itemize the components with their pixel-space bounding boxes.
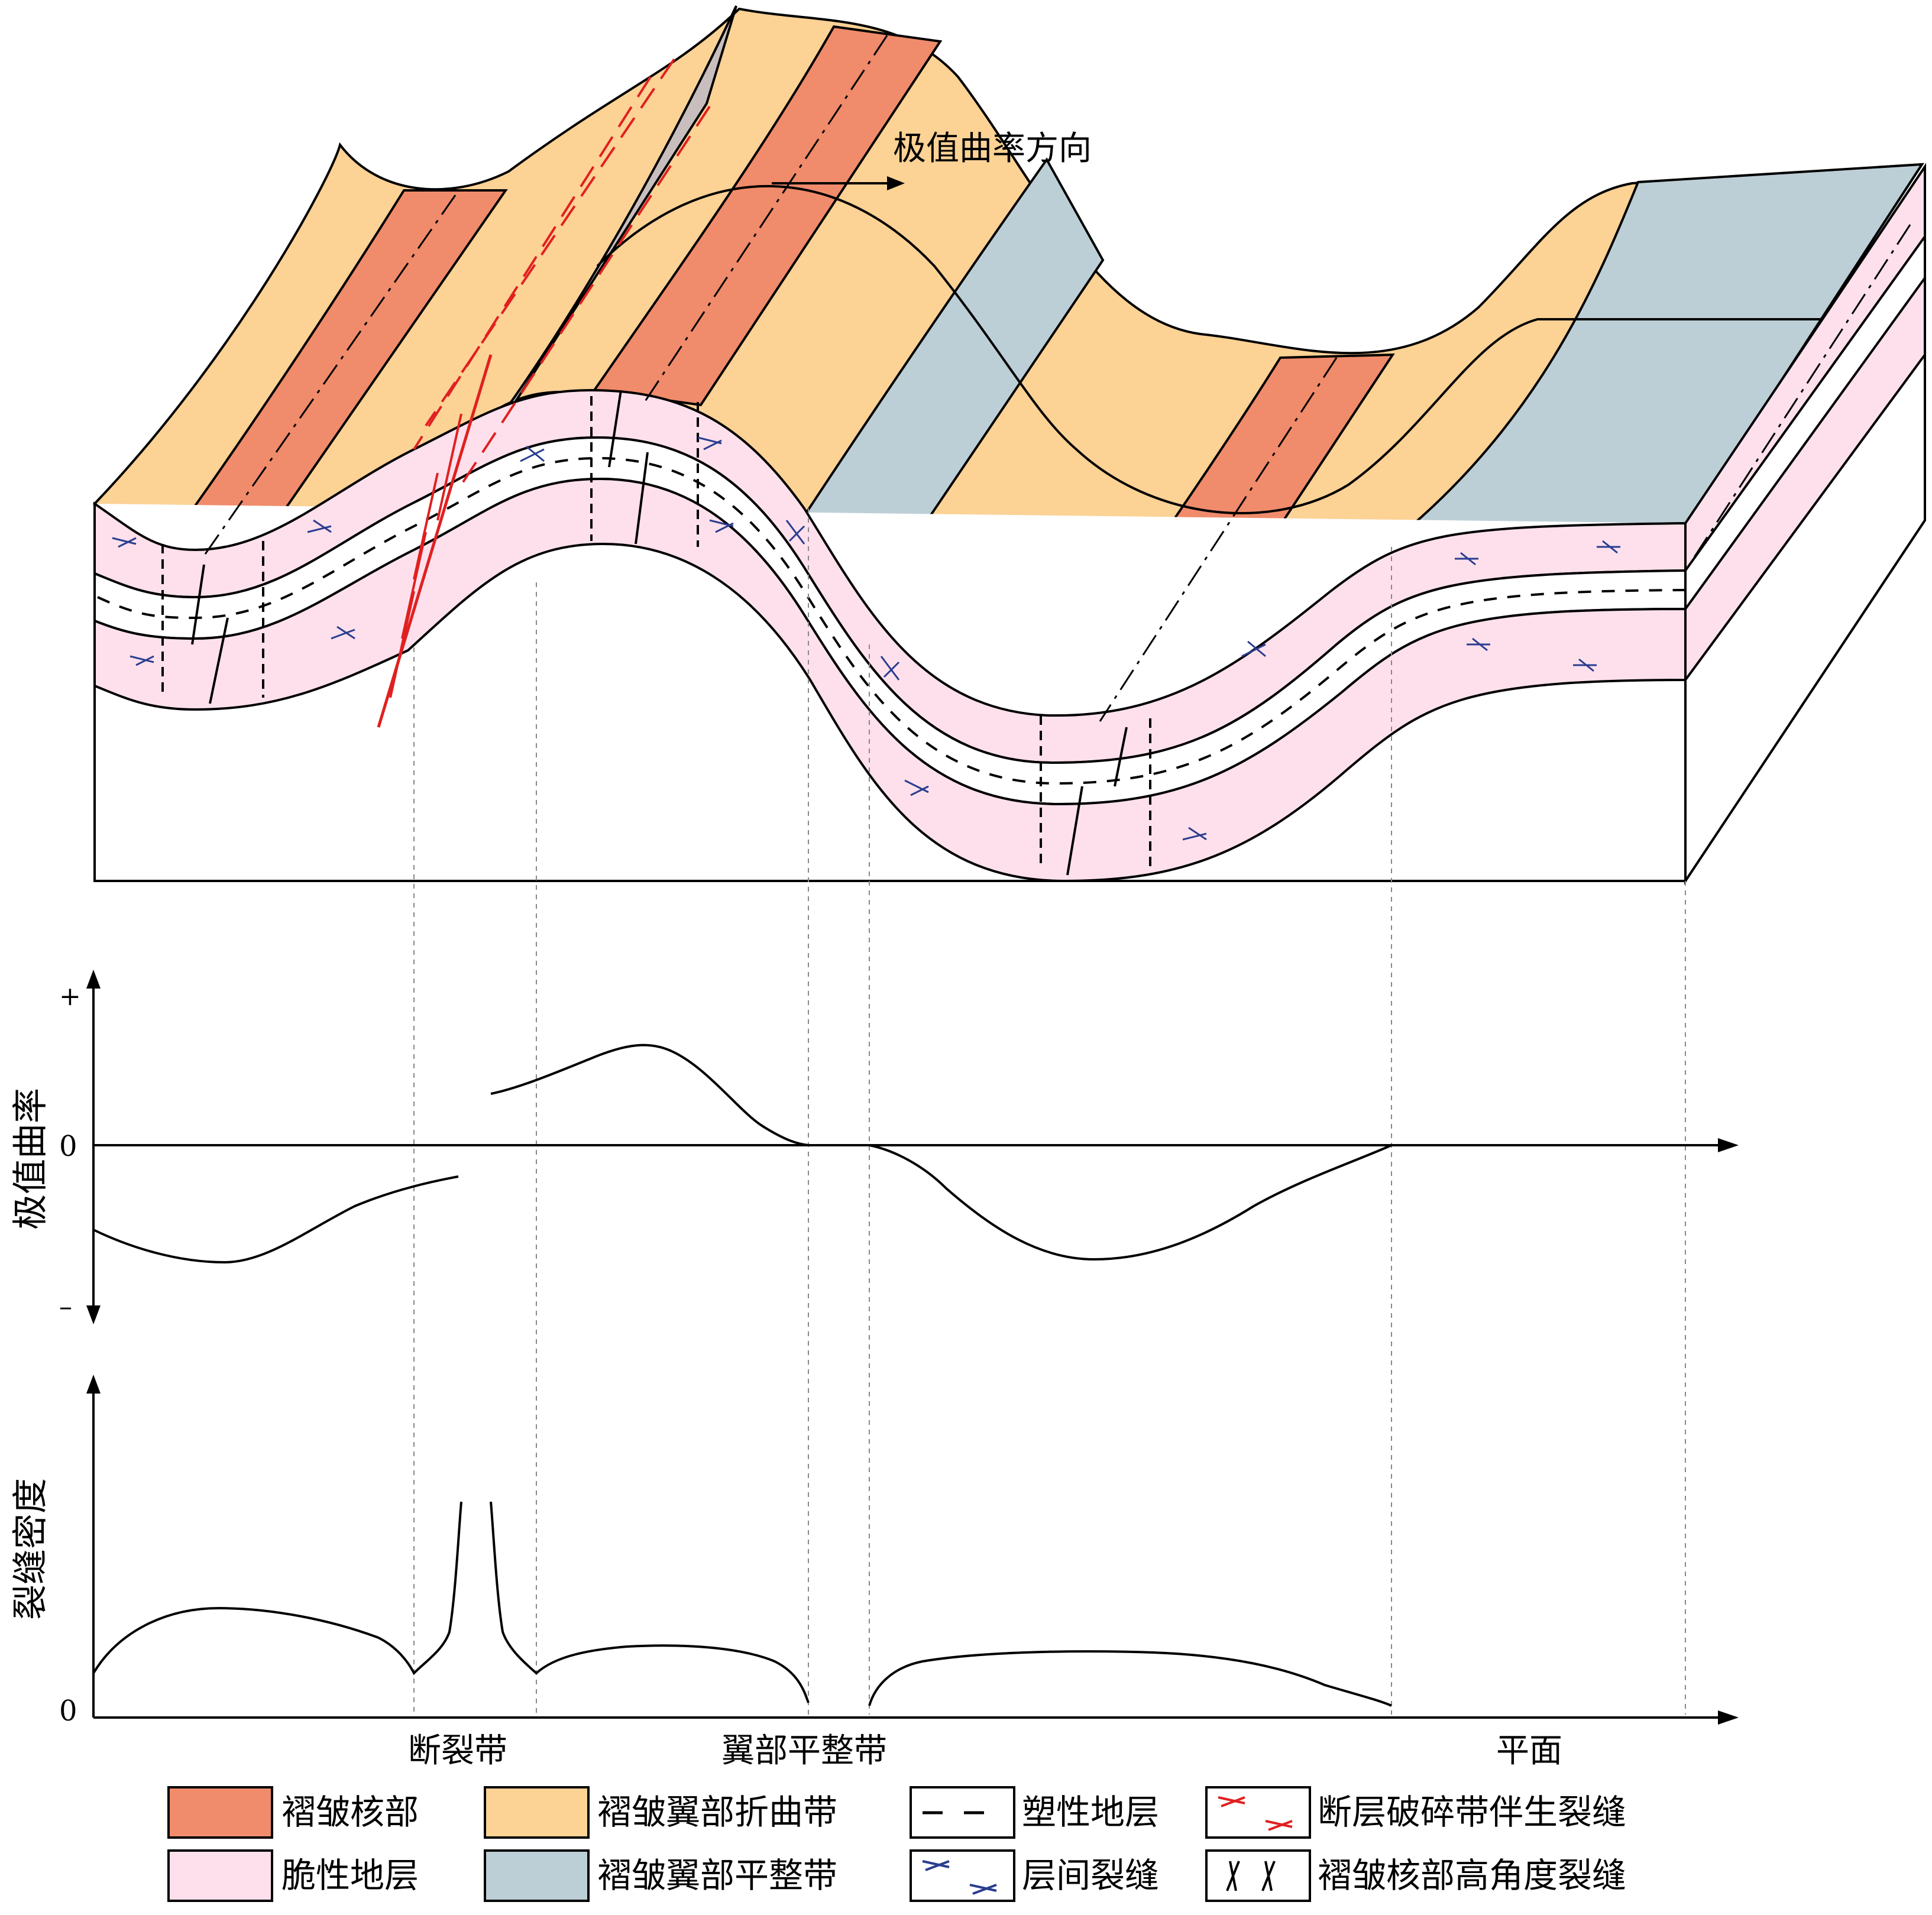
- legend-swatch-blue-frac: [910, 1849, 1015, 1902]
- blue-frac-1: [112, 537, 137, 548]
- blue-frac-10: [130, 655, 154, 666]
- curvature-curve-positive: [490, 1044, 809, 1146]
- density-plot: 0 裂缝密度: [10, 1375, 1739, 1728]
- interlayer-fractures: [112, 436, 1620, 841]
- legend-label-core: 褶皱核部: [281, 1792, 419, 1832]
- blue-frac-3: [520, 445, 545, 462]
- blue-frac-12: [709, 519, 734, 533]
- fold-axis-line-2: [643, 35, 888, 403]
- legend-label-high-angle: 褶皱核部高角度裂缝: [1318, 1855, 1626, 1895]
- right-face-lower-white: [1684, 351, 1926, 885]
- red-fracture-short-2: [413, 472, 439, 580]
- curvature-plus: +: [59, 981, 81, 1012]
- blue-frac-14: [1182, 827, 1207, 841]
- blue-frac-11: [331, 626, 355, 640]
- fold-axis-line-3: [1099, 357, 1338, 722]
- curvature-y-arrow-down: [86, 1305, 101, 1324]
- legend-swatch-red-frac: [1205, 1786, 1311, 1839]
- fault-plane: [457, 5, 737, 492]
- fold-axis-line-1: [203, 195, 457, 556]
- core-fracture-2: [209, 617, 229, 704]
- flank-flat-strip-1: [805, 157, 1105, 617]
- density-zero: 0: [59, 1694, 77, 1728]
- blue-frac-2: [307, 519, 332, 533]
- legend-label-brittle: 脆性地层: [281, 1855, 419, 1895]
- legend-swatch-high-angle: [1205, 1849, 1311, 1902]
- core-fracture-3: [608, 390, 622, 468]
- curvature-y-arrow-up: [86, 970, 101, 989]
- curvature-curve-negative: [869, 1144, 1392, 1261]
- red-fracture-short-1: [436, 413, 462, 521]
- core-fracture-5: [1114, 727, 1128, 787]
- density-curve-2: [490, 1501, 810, 1703]
- curvature-direction-curve: [596, 184, 1821, 514]
- zone-label-fault: 断裂带: [408, 1732, 507, 1770]
- core-high-angle-fractures: [161, 390, 1151, 876]
- legend-label-flank-flat: 褶皱翼部平整带: [597, 1855, 837, 1895]
- fold-block-diagram: 极值曲率方向: [92, 5, 1926, 885]
- legend-swatch-flank-flat: [484, 1849, 590, 1902]
- blue-frac-5: [785, 520, 805, 545]
- front-brittle-layer-lower: [93, 477, 1687, 883]
- core-fracture-4: [635, 452, 649, 545]
- curvature-direction-label: 极值曲率方向: [893, 129, 1092, 168]
- density-curve-1: [92, 1501, 462, 1676]
- red-fracture-dash-2: [413, 76, 652, 451]
- core-fracture-1: [191, 564, 205, 645]
- fold-axis-lines: [203, 35, 1911, 722]
- red-fracture-dash-3: [460, 105, 711, 486]
- density-curve-3: [868, 1650, 1392, 1707]
- legend-red-frac-icon: [1218, 1796, 1293, 1831]
- curvature-curve-left: [93, 1175, 459, 1264]
- curvature-plot: + 0 – 极值曲率: [10, 970, 1739, 1324]
- blue-frac-9: [1597, 540, 1620, 554]
- blue-frac-15: [1467, 637, 1490, 652]
- legend-label-red-frac: 断层破碎带伴生裂缝: [1318, 1792, 1626, 1832]
- curvature-x-arrow: [1718, 1138, 1739, 1152]
- blue-frac-7: [1241, 640, 1266, 657]
- legend-label-plastic: 塑性地层: [1022, 1792, 1159, 1832]
- legend: 褶皱核部 褶皱翼部折曲带 塑性地层 断层破碎带伴生裂缝 脆性地层 褶皱翼部平整带…: [167, 1786, 1626, 1902]
- curvature-zero: 0: [59, 1130, 77, 1163]
- red-fracture-short-4: [389, 591, 415, 698]
- legend-blue-frac-icon: [922, 1860, 997, 1895]
- blue-frac-13: [904, 779, 929, 796]
- density-y-arrow: [86, 1375, 101, 1394]
- core-fracture-6: [1066, 786, 1083, 876]
- blue-frac-16: [1573, 658, 1597, 672]
- legend-swatch-core: [167, 1786, 273, 1839]
- blue-frac-8: [1455, 552, 1478, 566]
- curvature-direction-arrowhead: [887, 176, 905, 190]
- blue-frac-6: [880, 656, 900, 681]
- density-x-arrow: [1718, 1710, 1739, 1725]
- zone-label-flank-flat: 翼部平整带: [721, 1732, 887, 1770]
- legend-high-angle-icon: [1226, 1861, 1276, 1891]
- red-fracture-short-3: [401, 532, 427, 639]
- fold-axis-line-4: [1690, 224, 1911, 562]
- zone-label-plane: 平面: [1496, 1732, 1562, 1770]
- curvature-minus: –: [59, 1292, 72, 1322]
- legend-label-blue-frac: 层间裂缝: [1022, 1855, 1159, 1895]
- plastic-layer-dashes: [97, 456, 1686, 785]
- zone-guide-lines: [413, 508, 1686, 1715]
- blue-frac-4: [697, 436, 722, 451]
- fault-fractures: [377, 58, 711, 728]
- density-ylabel: 裂缝密度: [10, 1478, 51, 1620]
- legend-swatch-flank-bend: [484, 1786, 590, 1839]
- legend-swatch-brittle: [167, 1849, 273, 1902]
- curvature-ylabel: 极值曲率: [10, 1088, 51, 1230]
- legend-label-flank-bend: 褶皱翼部折曲带: [597, 1792, 837, 1832]
